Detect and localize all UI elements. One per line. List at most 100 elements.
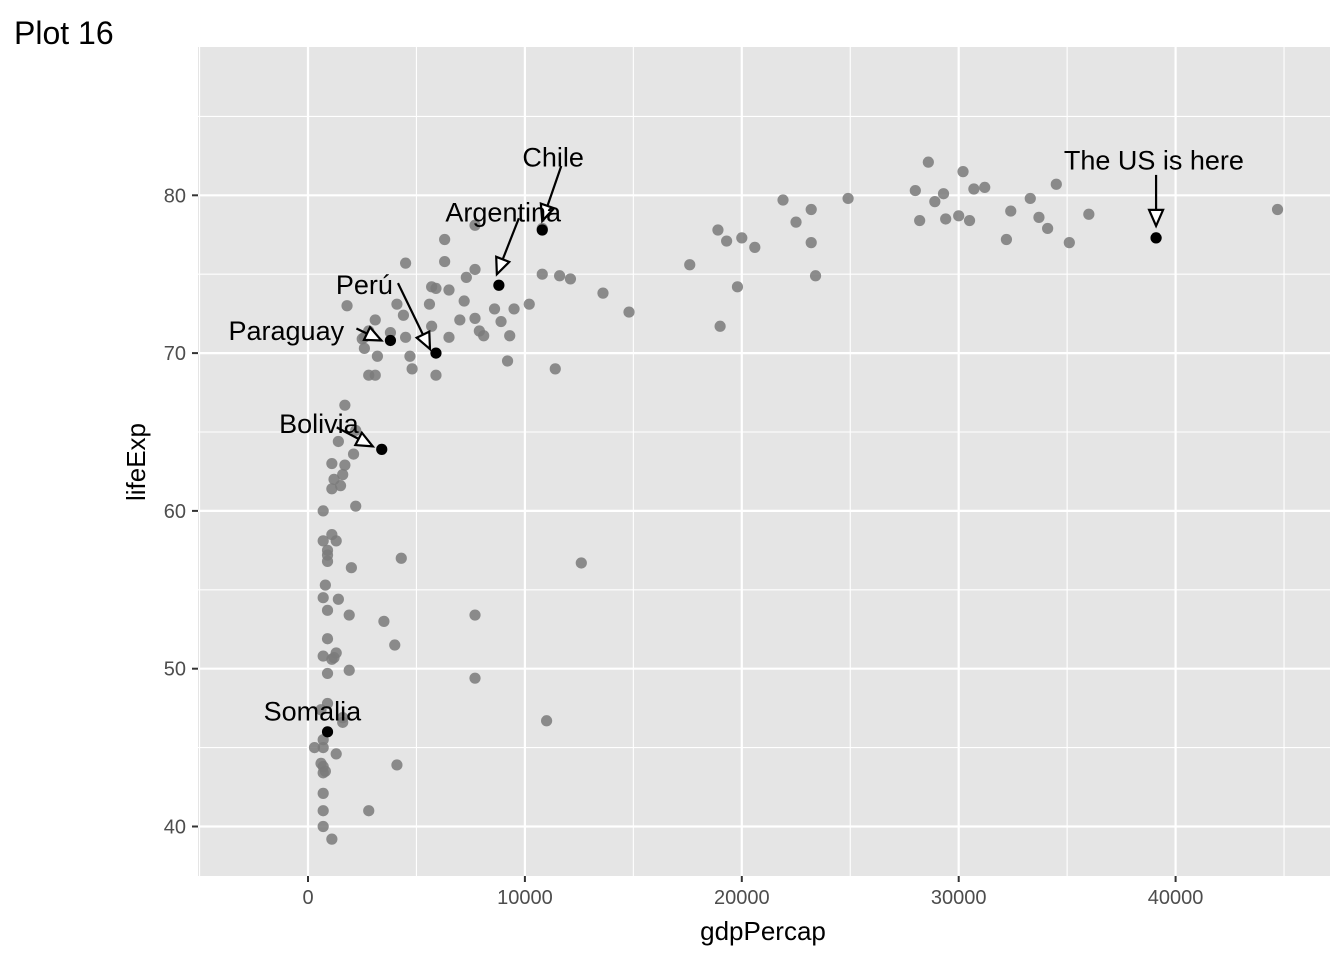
- annotation: Chile: [522, 142, 584, 224]
- data-point: [317, 742, 329, 754]
- data-point: [721, 235, 733, 247]
- data-point: [736, 232, 748, 244]
- data-point: [1024, 192, 1036, 205]
- data-point: [391, 298, 403, 310]
- data-point: [328, 652, 340, 664]
- data-point: [790, 216, 802, 228]
- data-point: [501, 355, 514, 367]
- data-point: [523, 298, 535, 310]
- data-point: [495, 315, 507, 328]
- data-point: [777, 194, 789, 206]
- data-point: [391, 759, 403, 771]
- major-gridlines: [198, 47, 1330, 876]
- data-point: [439, 255, 451, 268]
- data-point: [963, 214, 976, 227]
- data-point: [469, 219, 481, 231]
- data-point: [460, 271, 472, 283]
- data-point: [339, 459, 351, 471]
- data-point: [443, 284, 455, 296]
- data-point: [328, 473, 340, 485]
- highlight-point: [1150, 232, 1162, 244]
- annotation: Bolivia: [279, 409, 376, 448]
- data-point: [395, 552, 407, 564]
- data-point: [953, 210, 965, 222]
- points-all-countries: [308, 156, 1284, 845]
- annotation-label: Chile: [522, 142, 584, 172]
- data-point: [469, 672, 481, 684]
- points-highlighted-countries: [321, 224, 1162, 738]
- data-point: [369, 314, 381, 326]
- highlight-point: [321, 726, 334, 738]
- data-point: [929, 196, 941, 208]
- x-tick-label: 30000: [931, 887, 987, 909]
- annotation-arrow-head: [1147, 208, 1165, 229]
- data-point: [317, 805, 329, 817]
- data-point: [454, 314, 466, 326]
- annotations: The US is here Chile Argentina Perú Paraguay…: [229, 142, 1244, 726]
- annotation: Somalia: [264, 696, 363, 726]
- data-point: [343, 664, 355, 676]
- data-point: [317, 592, 329, 604]
- data-point: [321, 604, 334, 616]
- x-tick-label: 0: [302, 887, 313, 909]
- annotation-label: Argentina: [445, 198, 562, 228]
- highlight-point: [536, 224, 548, 236]
- data-point: [1000, 233, 1013, 246]
- annotation: Perú: [336, 270, 432, 352]
- data-point: [909, 184, 921, 197]
- data-point: [326, 483, 338, 495]
- data-point: [400, 331, 412, 343]
- annotation: The US is here: [1064, 146, 1244, 229]
- data-point: [350, 500, 362, 512]
- data-point: [363, 369, 375, 381]
- data-point: [805, 237, 817, 249]
- data-point: [536, 268, 548, 280]
- data-point: [623, 306, 635, 318]
- annotation-arrow-head: [495, 255, 512, 277]
- y-tick-label: 50: [164, 659, 186, 681]
- data-point: [575, 557, 587, 569]
- data-point: [358, 342, 370, 354]
- highlight-point: [430, 347, 442, 359]
- data-point: [731, 281, 744, 293]
- y-tick-label: 80: [164, 185, 186, 207]
- annotation-arrow-head: [539, 202, 557, 224]
- y-tick-label: 40: [164, 817, 186, 839]
- data-point: [684, 259, 696, 271]
- data-point: [337, 716, 349, 728]
- data-point: [968, 183, 980, 195]
- data-point: [979, 181, 991, 194]
- data-point: [426, 320, 438, 332]
- data-point: [389, 639, 401, 651]
- data-point: [469, 312, 481, 324]
- highlight-point: [384, 334, 397, 347]
- x-axis-title: gdpPercap: [700, 916, 826, 946]
- data-point: [508, 303, 520, 315]
- minor-gridlines: [198, 47, 1330, 876]
- y-axis: 40 50 60 70 80: [164, 185, 198, 839]
- data-point: [439, 233, 451, 246]
- x-tick-label: 10000: [497, 887, 553, 909]
- data-point: [714, 320, 726, 332]
- data-point: [469, 263, 481, 276]
- data-point: [326, 457, 338, 470]
- data-point: [321, 555, 334, 567]
- x-tick-label: 40000: [1148, 887, 1204, 909]
- data-point: [321, 633, 334, 645]
- data-point: [469, 609, 481, 621]
- annotation-arrow-head: [362, 325, 384, 342]
- data-point: [1083, 208, 1095, 220]
- data-point: [549, 363, 561, 375]
- data-point: [332, 593, 344, 605]
- data-point: [805, 203, 817, 216]
- data-point: [326, 528, 338, 541]
- data-point: [400, 257, 412, 269]
- x-axis: 0 10000 20000 30000 40000: [302, 876, 1203, 909]
- data-point: [426, 281, 438, 293]
- x-tick-label: 20000: [714, 887, 770, 909]
- data-point: [319, 579, 331, 591]
- data-point: [317, 767, 329, 779]
- data-point: [1050, 178, 1062, 190]
- data-point: [940, 213, 952, 225]
- data-point: [317, 820, 329, 833]
